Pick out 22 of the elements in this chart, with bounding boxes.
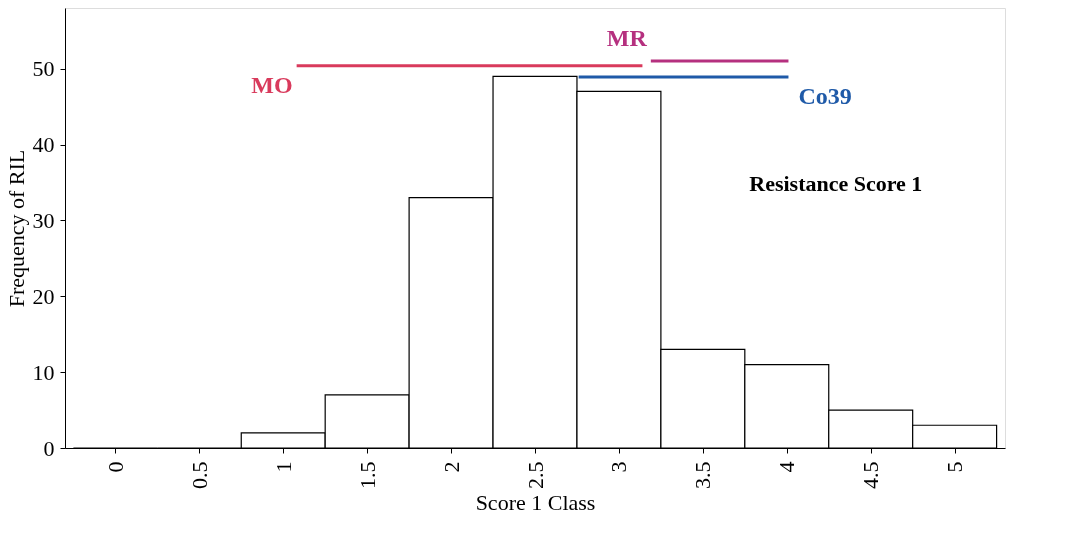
- x-tick-label: 4.5: [858, 461, 884, 489]
- x-tick-label: 5: [942, 461, 968, 473]
- x-tick-label: 2: [438, 461, 464, 473]
- x-tick-label: 3: [606, 461, 632, 473]
- x-tick-label: 0: [102, 461, 128, 473]
- y-tick-label: 20: [32, 283, 55, 309]
- y-tick-label: 30: [32, 207, 55, 233]
- series-label: Co39: [798, 83, 852, 110]
- y-axis-title: Frequency of RIL: [3, 149, 29, 308]
- x-tick-label: 1.5: [354, 461, 380, 489]
- x-tick-label: 2.5: [522, 461, 548, 489]
- annotation: Resistance Score 1: [749, 171, 923, 196]
- y-tick-label: 40: [32, 132, 55, 158]
- y-tick-label: 10: [32, 359, 55, 385]
- x-tick-label: 4: [774, 461, 800, 473]
- x-tick-label: 3.5: [690, 461, 716, 489]
- y-tick-label: 50: [32, 56, 55, 82]
- x-tick-label: 1: [270, 461, 296, 473]
- x-tick-label: 0.5: [186, 461, 212, 489]
- series-label: MR: [606, 25, 648, 52]
- series-label: MO: [251, 71, 293, 98]
- x-axis-title: Score 1 Class: [475, 490, 596, 515]
